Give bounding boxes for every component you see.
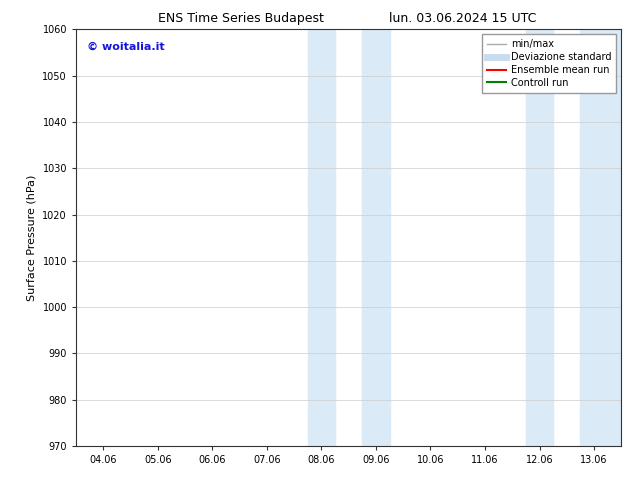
Legend: min/max, Deviazione standard, Ensemble mean run, Controll run: min/max, Deviazione standard, Ensemble m…	[482, 34, 616, 93]
Text: lun. 03.06.2024 15 UTC: lun. 03.06.2024 15 UTC	[389, 12, 536, 25]
Bar	[362, 29, 389, 446]
Y-axis label: Surface Pressure (hPa): Surface Pressure (hPa)	[27, 174, 37, 301]
Bar	[307, 29, 335, 446]
Bar	[580, 29, 621, 446]
Text: © woitalia.it: © woitalia.it	[87, 42, 165, 52]
Bar	[526, 29, 553, 446]
Text: ENS Time Series Budapest: ENS Time Series Budapest	[158, 12, 324, 25]
